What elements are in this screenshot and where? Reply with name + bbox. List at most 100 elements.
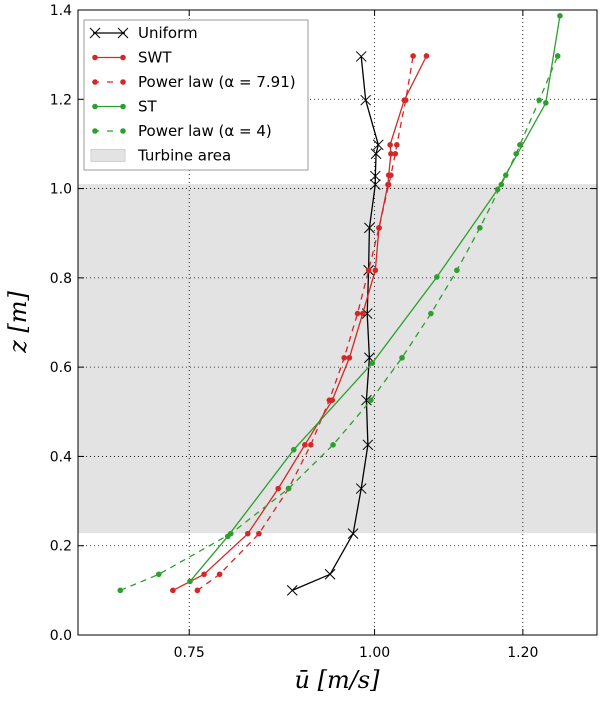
ticks: 0.75 1.00 1.20 0.0 0.2 0.4 0.6 0.8 1.0 1.2 1.4 <box>50 3 597 661</box>
data-point <box>117 587 124 594</box>
y-tick-label: 0.6 <box>50 360 72 376</box>
x-tick-label: 0.75 <box>174 645 205 661</box>
data-point <box>513 150 519 157</box>
data-point <box>369 179 381 190</box>
legend-marker <box>92 79 98 85</box>
data-point <box>286 585 298 596</box>
y-tick-label: 1.4 <box>50 3 72 19</box>
series-line <box>197 55 414 591</box>
data-point <box>387 142 393 148</box>
turbine-area-rect <box>78 184 597 534</box>
legend-marker <box>89 27 101 39</box>
data-point <box>359 310 366 317</box>
series-4 <box>117 53 561 594</box>
data-point <box>256 530 262 537</box>
data-point <box>290 446 297 453</box>
data-point <box>346 354 353 361</box>
data-point <box>355 51 367 62</box>
legend-marker <box>120 128 126 134</box>
data-point <box>364 222 375 234</box>
data-point <box>402 97 409 103</box>
data-point <box>187 578 193 585</box>
series-line <box>292 56 379 591</box>
legend-marker <box>92 103 98 110</box>
data-point <box>372 267 379 274</box>
data-point <box>517 142 523 148</box>
legend-label: ST <box>138 98 158 116</box>
data-point <box>302 442 308 448</box>
data-point <box>368 397 374 403</box>
legend-swatch <box>90 149 126 162</box>
legend-marker <box>92 128 98 134</box>
data-point <box>498 181 505 188</box>
x-tick-label: 1.20 <box>507 645 538 661</box>
y-axis-label: z [m] <box>4 290 32 353</box>
y-tick-label: 0.4 <box>50 449 72 465</box>
data-point <box>365 267 372 274</box>
data-point <box>326 397 333 403</box>
y-tick-label: 0.8 <box>50 271 72 287</box>
data-point <box>410 53 416 59</box>
data-point <box>330 442 336 448</box>
legend-marker <box>120 103 126 110</box>
data-point <box>347 528 359 540</box>
data-point <box>360 94 372 106</box>
legend-label: Uniform <box>138 24 198 42</box>
legend-marker <box>120 54 126 61</box>
data-point <box>369 360 376 366</box>
data-point <box>275 485 281 492</box>
data-point <box>369 170 381 182</box>
legend: Uniform SWT Power law (α = 7.91) ST Power la… <box>83 19 309 171</box>
data-point <box>285 485 292 492</box>
legend-label: Power law (α = 4) <box>138 122 272 140</box>
legend-marker <box>120 79 126 85</box>
data-point <box>201 571 207 578</box>
data-point <box>362 439 374 451</box>
series-2 <box>194 53 416 594</box>
series-line <box>189 15 561 582</box>
x-axis-label: ū [m/s] <box>295 666 381 694</box>
data-point <box>227 530 234 537</box>
legend-marker <box>117 27 129 39</box>
legend-marker <box>92 54 98 61</box>
series-line <box>120 55 559 591</box>
series-line <box>172 55 428 591</box>
series-0 <box>286 51 384 596</box>
data-point <box>170 587 176 594</box>
data-point <box>376 225 382 231</box>
data-point <box>399 354 405 361</box>
data-point <box>370 148 382 160</box>
data-point <box>554 53 561 59</box>
data-point <box>308 442 314 448</box>
turbine-area-band <box>78 184 597 534</box>
data-point <box>428 310 434 317</box>
data-point <box>388 150 394 157</box>
data-point <box>354 310 361 317</box>
data-point <box>324 568 336 580</box>
data-point <box>394 142 400 148</box>
series-3 <box>187 13 563 585</box>
data-point <box>216 571 223 578</box>
data-point <box>361 394 372 406</box>
legend-label: Turbine area <box>137 147 231 165</box>
y-tick-label: 1.0 <box>50 182 72 198</box>
y-tick-label: 0.2 <box>50 539 72 555</box>
legend-label: SWT <box>138 49 172 67</box>
plot-frame <box>77 9 598 636</box>
y-tick-label: 0.0 <box>50 628 72 644</box>
data-point <box>557 13 563 19</box>
data-point <box>385 181 392 188</box>
data-point <box>372 139 384 151</box>
data-point <box>454 267 460 274</box>
data-point <box>503 172 509 178</box>
legend-box <box>83 19 309 171</box>
data-point <box>434 274 440 280</box>
data-point <box>156 571 162 578</box>
data-point <box>194 587 201 594</box>
data-point <box>355 483 367 494</box>
data-point <box>477 225 483 231</box>
data-point <box>341 354 347 361</box>
y-tick-label: 1.2 <box>50 92 72 108</box>
data-point <box>244 530 251 537</box>
